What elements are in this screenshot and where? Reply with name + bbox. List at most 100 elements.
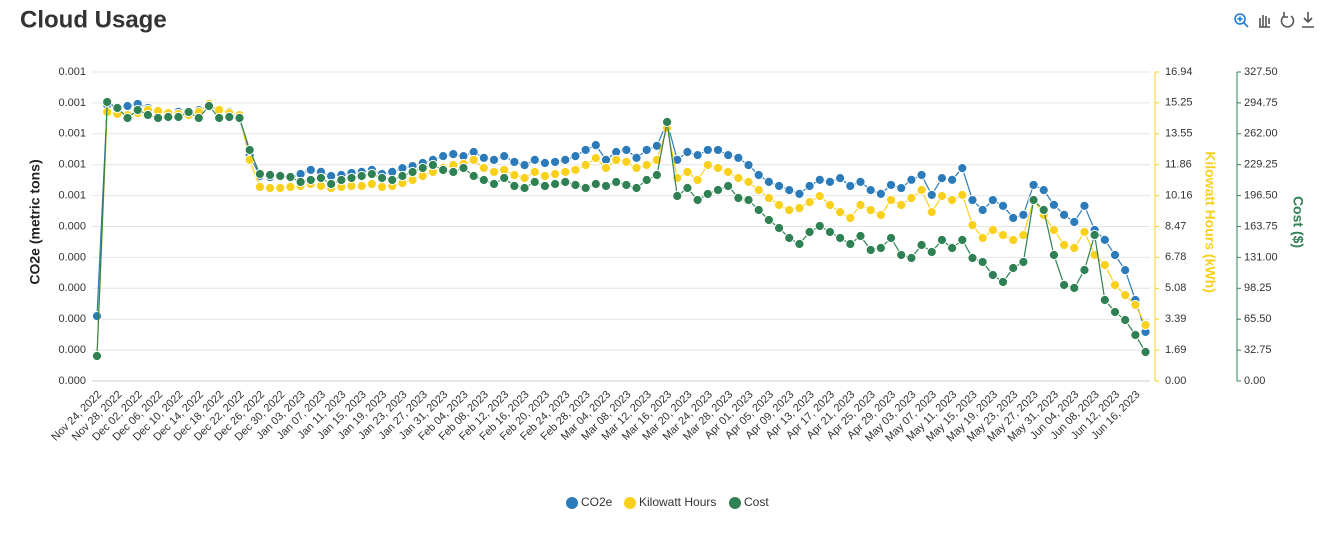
data-point	[183, 106, 194, 118]
data-point	[600, 180, 612, 192]
data-point	[1008, 262, 1019, 274]
data-point	[468, 170, 479, 182]
data-point	[845, 238, 856, 250]
data-point	[947, 174, 958, 185]
data-point	[1120, 314, 1131, 326]
data-point	[692, 174, 703, 186]
data-point	[794, 202, 805, 214]
y-axis-title: CO2e (metric tons)	[27, 159, 43, 284]
y3-tick-label: 98.25	[1244, 282, 1272, 294]
data-point	[326, 178, 337, 190]
data-point	[753, 204, 764, 216]
data-point	[743, 159, 754, 171]
data-point	[824, 199, 836, 211]
data-point	[193, 112, 204, 124]
data-point	[214, 112, 225, 124]
data-point	[509, 169, 520, 181]
data-point	[885, 194, 897, 206]
data-point	[173, 111, 184, 123]
data-point	[977, 232, 988, 244]
data-point	[967, 194, 978, 206]
y3-tick-label: 327.50	[1244, 66, 1278, 78]
data-point	[550, 156, 561, 168]
y-tick-label: 0.000	[58, 313, 86, 325]
data-point	[916, 169, 927, 181]
zoom-button[interactable]	[1234, 13, 1249, 28]
data-point	[366, 178, 377, 190]
data-point	[906, 192, 917, 204]
data-point	[682, 146, 693, 158]
data-point	[519, 159, 530, 171]
data-point	[1099, 234, 1110, 245]
data-point	[916, 239, 927, 251]
data-point	[407, 166, 418, 178]
data-point	[804, 226, 815, 238]
reset-button[interactable]	[1280, 12, 1295, 28]
data-point	[590, 140, 601, 151]
download-button[interactable]	[1302, 12, 1314, 28]
data-point	[997, 200, 1009, 211]
data-point	[438, 151, 449, 162]
data-point	[570, 164, 581, 176]
data-point	[723, 166, 734, 178]
data-point	[509, 180, 520, 192]
data-point	[529, 166, 540, 178]
toolbar[interactable]	[1234, 12, 1314, 28]
legend-label: CO2e	[581, 495, 613, 509]
data-point	[539, 170, 551, 182]
data-point	[773, 180, 785, 192]
data-point	[916, 184, 927, 196]
data-point	[875, 242, 886, 254]
data-point	[875, 188, 886, 199]
y2-tick-label: 8.47	[1165, 220, 1186, 232]
data-point	[784, 185, 795, 196]
data-point	[997, 276, 1009, 288]
data-point	[1120, 289, 1131, 301]
series	[91, 98, 1151, 338]
data-point	[896, 182, 907, 194]
y2-tick-label: 6.78	[1165, 251, 1186, 263]
pan-button[interactable]	[1259, 15, 1270, 28]
data-point	[885, 232, 897, 244]
y2-axis-title: Kilowatt Hours (kWh)	[1202, 151, 1218, 293]
data-point	[397, 170, 408, 182]
data-point	[1048, 249, 1060, 261]
data-point	[366, 168, 377, 180]
data-point	[1130, 329, 1141, 341]
data-point	[152, 112, 164, 124]
y3-tick-label: 131.00	[1244, 251, 1278, 263]
data-point	[458, 162, 469, 174]
data-point	[804, 196, 815, 208]
data-point	[967, 219, 978, 231]
data-point	[91, 350, 103, 362]
data-point	[987, 194, 998, 206]
y3-tick-label: 163.75	[1244, 220, 1278, 232]
data-point	[1018, 256, 1029, 268]
data-point	[611, 154, 622, 166]
data-point	[753, 169, 764, 181]
data-point	[977, 256, 988, 268]
data-point	[967, 252, 978, 264]
series-line	[96, 103, 1147, 333]
data-point	[641, 159, 652, 171]
data-point	[102, 96, 113, 108]
data-point	[254, 168, 265, 180]
data-point	[621, 144, 632, 156]
data-point	[631, 182, 642, 194]
data-point	[641, 174, 652, 186]
data-point	[356, 180, 367, 192]
data-point	[723, 149, 734, 161]
y2-tick-label: 15.25	[1165, 97, 1193, 109]
y2-tick-label: 5.08	[1165, 282, 1186, 294]
data-point	[1079, 226, 1090, 238]
y-tick-label: 0.001	[58, 128, 86, 140]
data-point	[550, 178, 561, 190]
data-point	[417, 162, 428, 174]
data-point	[1079, 200, 1090, 211]
data-point	[865, 244, 876, 256]
data-point	[926, 246, 937, 258]
data-point	[814, 190, 825, 202]
data-point	[712, 162, 724, 174]
chart-title: Cloud Usage	[20, 6, 167, 33]
data-point	[519, 182, 530, 194]
